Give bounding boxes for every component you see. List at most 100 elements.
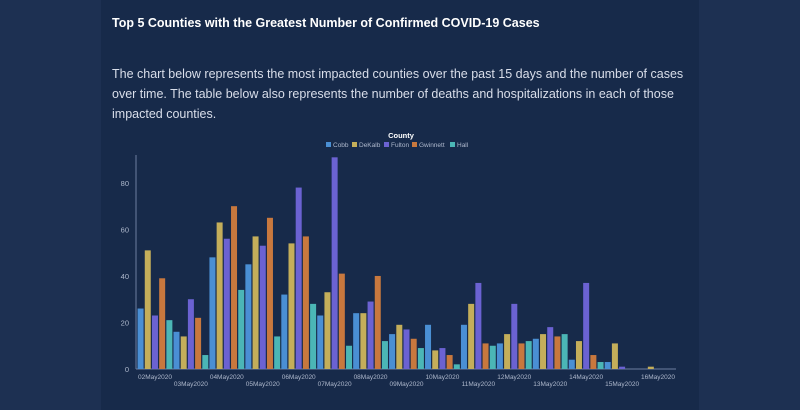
bar-cobb-09may2020 [389,334,396,369]
bar-cobb-15may2020 [604,362,611,369]
bar-dekalb-09may2020 [396,324,403,369]
bar-cobb-06may2020 [281,294,288,369]
bar-hall-02may2020 [166,320,173,369]
legend-label-fulton: Fulton [391,142,409,149]
x-tick-label: 09May2020 [390,381,424,388]
bar-hall-10may2020 [453,364,460,369]
x-tick-label: 15May2020 [605,381,639,388]
bar-fulton-03may2020 [187,299,194,369]
bar-hall-03may2020 [202,355,209,369]
x-tick-label: 03May2020 [174,381,208,388]
x-tick-label: 04May2020 [210,374,244,381]
bar-gwinnett-12may2020 [518,343,525,369]
page-description: The chart below represents the most impa… [112,67,684,121]
x-tick-label: 10May2020 [425,374,459,381]
bar-fulton-06may2020 [295,187,302,369]
y-tick-label: 20 [121,318,129,327]
bar-cobb-05may2020 [245,264,252,369]
bar-gwinnett-02may2020 [159,278,166,369]
bar-gwinnett-03may2020 [195,317,202,369]
bar-dekalb-16may2020 [647,366,654,369]
bar-cobb-07may2020 [317,315,324,369]
bar-fulton-12may2020 [511,303,518,369]
bar-dekalb-11may2020 [468,303,475,369]
bar-dekalb-07may2020 [324,292,331,369]
x-tick-label: 06May2020 [282,374,316,381]
bar-hall-12may2020 [525,341,532,369]
bar-hall-04may2020 [238,289,245,369]
bar-gwinnett-07may2020 [338,273,345,369]
bar-hall-13may2020 [561,334,568,369]
bar-dekalb-12may2020 [504,334,511,369]
bar-dekalb-14may2020 [575,341,582,369]
bar-gwinnett-09may2020 [410,338,417,369]
page-title: Top 5 Counties with the Greatest Number … [112,16,540,30]
x-tick-label: 16May2020 [641,374,675,381]
bar-dekalb-04may2020 [216,222,223,369]
bar-dekalb-15may2020 [611,343,618,369]
x-tick-label: 14May2020 [569,374,603,381]
bar-hall-11may2020 [489,345,496,369]
bar-hall-05may2020 [274,336,281,369]
bar-gwinnett-14may2020 [590,355,597,369]
bar-hall-07may2020 [346,345,353,369]
bar-cobb-12may2020 [496,343,503,369]
bar-hall-08may2020 [381,341,388,369]
bar-gwinnett-04may2020 [231,206,238,369]
x-tick-label: 13May2020 [533,381,567,388]
legend-label-cobb: Cobb [333,142,349,149]
legend-swatch-fulton [384,142,389,147]
legend-label-hall: Hall [457,142,469,149]
bar-fulton-14may2020 [583,282,590,369]
x-tick-label: 05May2020 [246,381,280,388]
bar-hall-06may2020 [310,303,317,369]
bar-fulton-05may2020 [259,245,266,369]
bar-cobb-03may2020 [173,331,180,369]
legend-swatch-dekalb [352,142,357,147]
bar-dekalb-06may2020 [288,243,295,369]
legend-label-gwinnett: Gwinnett [419,142,445,149]
bar-fulton-09may2020 [403,329,410,369]
bar-fulton-13may2020 [547,327,554,369]
x-tick-label: 02May2020 [138,374,172,381]
bar-gwinnett-06may2020 [302,236,309,369]
bar-gwinnett-08may2020 [374,275,381,369]
bar-dekalb-08may2020 [360,313,367,369]
x-tick-label: 07May2020 [318,381,352,388]
bar-fulton-15may2020 [619,366,626,369]
x-tick-label: 08May2020 [354,374,388,381]
y-tick-label: 40 [121,272,129,281]
bar-dekalb-03may2020 [180,336,187,369]
bar-gwinnett-13may2020 [554,336,561,369]
bar-fulton-04may2020 [223,238,230,369]
legend-title: County [388,131,415,140]
y-tick-label: 0 [125,365,129,374]
bar-fulton-10may2020 [439,348,446,369]
bar-gwinnett-10may2020 [446,355,453,369]
bar-dekalb-10may2020 [432,350,439,369]
bar-cobb-02may2020 [137,308,144,369]
y-tick-label: 60 [121,225,129,234]
bar-dekalb-13may2020 [540,334,547,369]
bar-fulton-11may2020 [475,282,482,369]
x-tick-label: 11May2020 [462,381,496,388]
bar-cobb-11may2020 [460,324,467,369]
bar-cobb-14may2020 [568,359,575,369]
bar-fulton-08may2020 [367,301,374,369]
chart-legend: County Cobb DeKalb Fulton Gwinnett Hall [326,131,469,149]
legend-swatch-hall [450,142,455,147]
bar-fulton-02may2020 [151,315,158,369]
bar-fulton-07may2020 [331,157,338,369]
bar-cobb-08may2020 [353,313,360,369]
legend-swatch-cobb [326,142,331,147]
bar-gwinnett-05may2020 [266,217,273,369]
x-tick-label: 12May2020 [497,374,531,381]
legend-swatch-gwinnett [412,142,417,147]
bar-hall-09may2020 [417,348,424,369]
bar-gwinnett-11may2020 [482,343,489,369]
bar-dekalb-02may2020 [144,250,151,369]
bar-cobb-10may2020 [425,324,432,369]
bar-cobb-13may2020 [532,338,539,369]
bar-cobb-04may2020 [209,257,216,369]
